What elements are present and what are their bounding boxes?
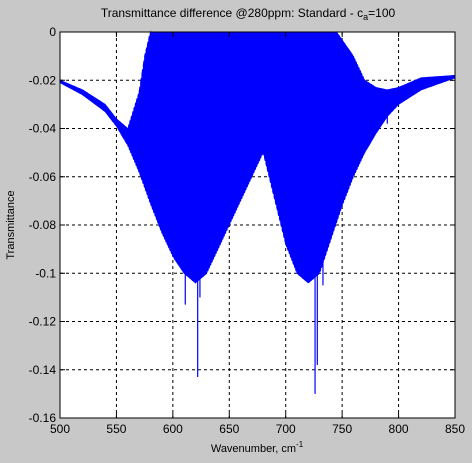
- y-tick-label: -0.1: [35, 266, 56, 280]
- y-tick-label: -0.04: [29, 122, 57, 136]
- x-axis-title-main: Wavenumber, cm: [211, 443, 296, 455]
- x-tick-label: 850: [445, 422, 465, 436]
- y-tick-label: -0.06: [29, 170, 57, 184]
- x-tick-label: 550: [106, 422, 126, 436]
- x-tick-label: 800: [389, 422, 409, 436]
- y-tick-label: -0.14: [29, 363, 57, 377]
- y-tick-label: -0.12: [29, 315, 57, 329]
- x-tick-label: 750: [332, 422, 352, 436]
- x-axis-title: Wavenumber, cm-1: [211, 440, 304, 455]
- y-axis-title: Transmittance: [5, 190, 17, 259]
- chart-title: Transmittance difference @280ppm: Standa…: [101, 6, 396, 22]
- y-axis: 0 -0.02 -0.04 -0.06 -0.08 -0.1 -0.12 -0.14 -0.16: [29, 25, 455, 425]
- x-tick-label: 500: [50, 422, 70, 436]
- x-tick-label: 700: [276, 422, 296, 436]
- y-tick-label: -0.02: [29, 73, 57, 87]
- chart-title-main: Transmittance difference @280ppm: Standa…: [101, 6, 363, 20]
- x-axis-title-sup: -1: [296, 440, 304, 449]
- chart-title-tail: =100: [368, 6, 395, 20]
- chart-title-subscript: a: [363, 12, 368, 22]
- y-tick-label: -0.16: [29, 411, 57, 425]
- x-axis: 500 550 600 650 700 750 800 850: [50, 32, 465, 436]
- x-tick-label: 600: [163, 422, 183, 436]
- y-tick-label: 0: [49, 25, 56, 39]
- y-tick-label: -0.08: [29, 218, 57, 232]
- x-tick-label: 650: [219, 422, 239, 436]
